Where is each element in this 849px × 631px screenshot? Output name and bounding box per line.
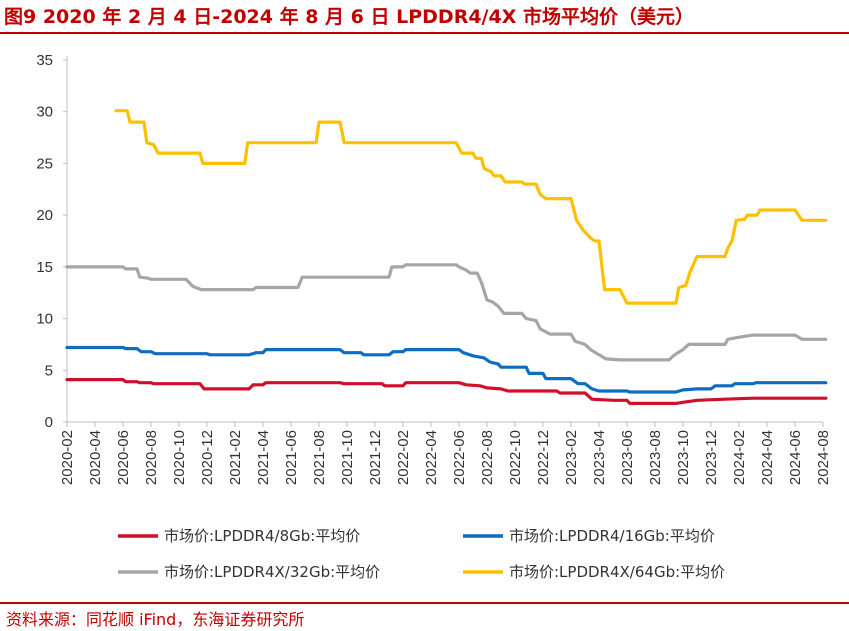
x-tick-label: 2024-06 <box>787 430 804 485</box>
legend-label: 市场价:LPDDR4X/32Gb:平均价 <box>164 563 380 581</box>
chart-title: 图9 2020 年 2 月 4 日-2024 年 8 月 6 日 LPDDR4/… <box>4 6 694 28</box>
x-tick-label: 2023-04 <box>591 430 608 485</box>
x-tick-label: 2023-10 <box>675 430 692 485</box>
x-tick-label: 2022-08 <box>479 430 496 485</box>
x-tick-label: 2022-04 <box>423 430 440 485</box>
x-tick-label: 2023-06 <box>619 430 636 485</box>
source-divider <box>0 602 849 604</box>
x-tick-label: 2024-08 <box>815 430 832 485</box>
legend: 市场价:LPDDR4/8Gb:平均价 市场价:LPDDR4/16Gb:平均价市场价… <box>118 527 725 581</box>
series-line <box>65 378 828 405</box>
series-line <box>65 263 828 362</box>
x-tick-label: 2021-12 <box>367 430 384 485</box>
y-tick-label: 10 <box>36 311 53 328</box>
x-tick-label: 2020-08 <box>143 430 160 485</box>
x-tick-label: 2023-12 <box>703 430 720 485</box>
x-tick-label: 2024-04 <box>759 430 776 485</box>
y-tick-label: 30 <box>36 104 53 121</box>
x-tick-label: 2023-02 <box>563 430 580 485</box>
x-tick-label: 2020-04 <box>87 430 104 485</box>
x-tick-label: 2022-10 <box>507 430 524 485</box>
y-tick-label: 25 <box>36 155 53 172</box>
x-tick-label: 2020-12 <box>199 430 216 485</box>
x-tick-label: 2022-02 <box>395 430 412 485</box>
x-tick-label: 2020-02 <box>59 430 76 485</box>
legend-label: 市场价:LPDDR4/8Gb:平均价 <box>164 527 360 545</box>
source-note: 资料来源：同花顺 iFind，东海证券研究所 <box>6 610 305 629</box>
x-tick-label: 2021-08 <box>311 430 328 485</box>
x-tick-label: 2023-08 <box>647 430 664 485</box>
series-lines <box>65 109 828 405</box>
y-tick-label: 0 <box>45 414 53 431</box>
x-tick-label: 2021-04 <box>255 430 272 485</box>
x-tick-label: 2021-10 <box>339 430 356 485</box>
y-tick-label: 15 <box>36 259 53 276</box>
x-tick-label: 2020-10 <box>171 430 188 485</box>
line-chart: 0 5 10 15 20 25 30 35 2020-02 2020-04 2020-06 2020-… <box>36 52 832 581</box>
y-tick-label: 5 <box>45 362 53 379</box>
x-tick-label: 2024-02 <box>731 430 748 485</box>
series-line <box>65 345 828 394</box>
x-tick-label: 2021-06 <box>283 430 300 485</box>
y-tick-label: 35 <box>36 52 53 69</box>
x-tick-label: 2022-12 <box>535 430 552 485</box>
x-tick-label: 2022-06 <box>451 430 468 485</box>
y-tick-label: 20 <box>36 207 53 224</box>
x-tick-label: 2020-06 <box>115 430 132 485</box>
x-tick-label: 2021-02 <box>227 430 244 485</box>
series-line <box>114 109 828 305</box>
legend-label: 市场价:LPDDR4/16Gb:平均价 <box>509 527 715 545</box>
legend-label: 市场价:LPDDR4X/64Gb:平均价 <box>509 563 725 581</box>
axes: 0 5 10 15 20 25 30 35 2020-02 2020-04 2020-06 2020-… <box>36 52 832 485</box>
title-divider <box>0 32 849 34</box>
